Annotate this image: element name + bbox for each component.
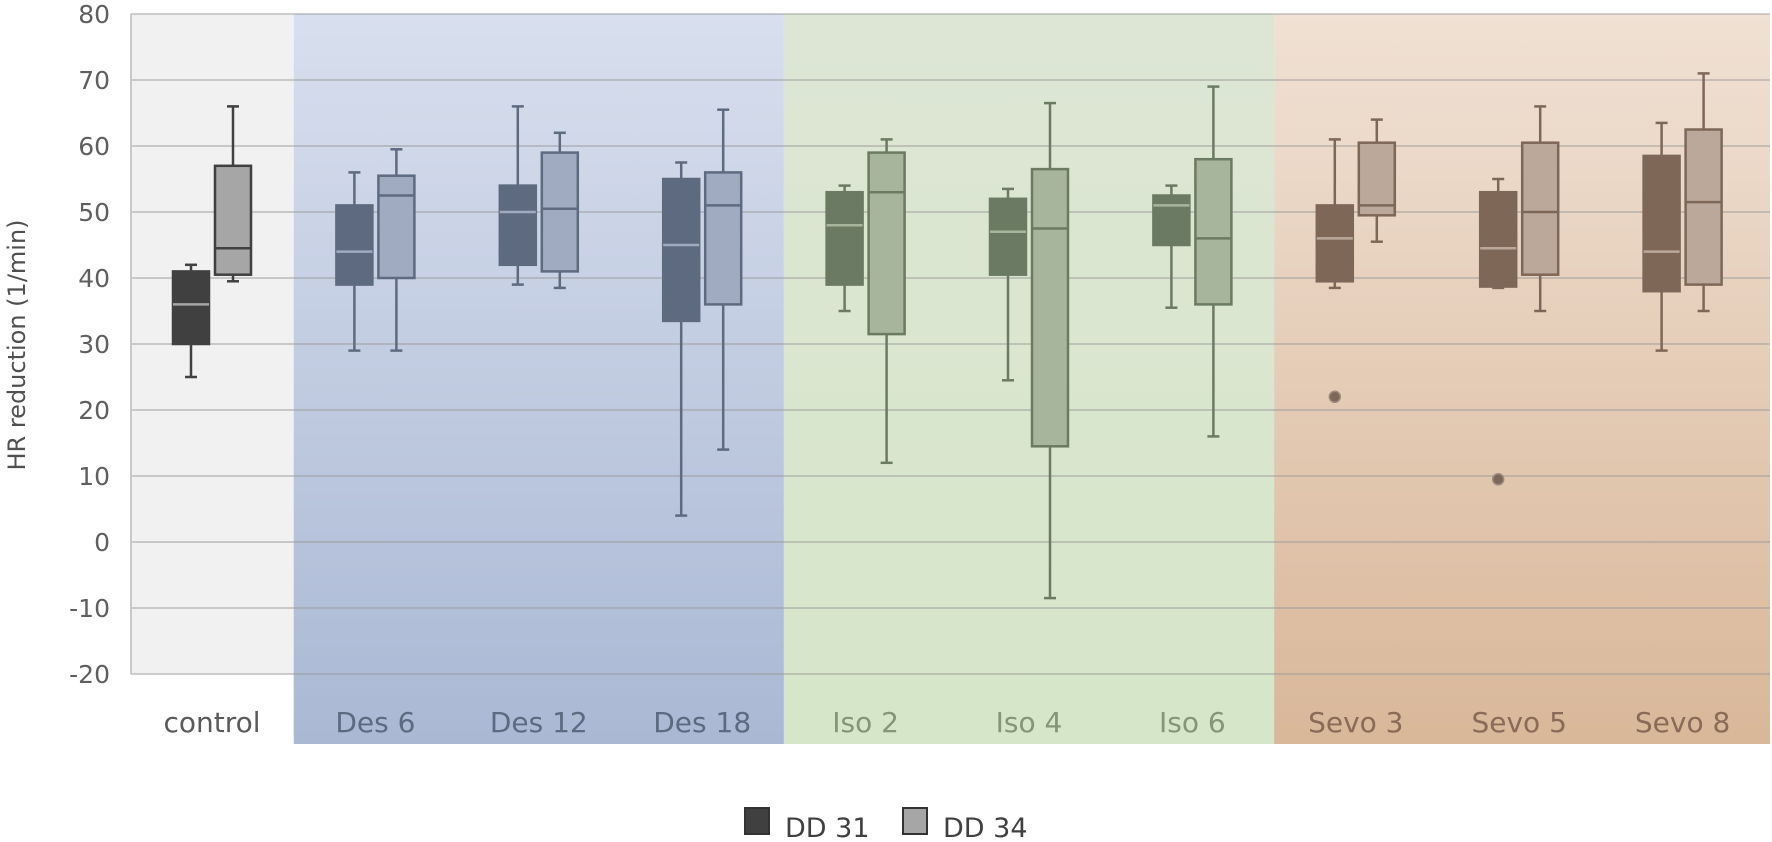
- x-tick-label: Sevo 3: [1308, 706, 1403, 739]
- iqr-box: [1315, 204, 1355, 283]
- iqr-box: [377, 174, 416, 280]
- y-tick-label: 40: [78, 264, 110, 293]
- y-tick-label: 80: [78, 0, 110, 29]
- y-tick-label: 60: [78, 132, 110, 161]
- box-dd31-iso-6: [1152, 184, 1191, 309]
- group-bg-control: [131, 14, 294, 674]
- y-tick-label: -10: [69, 594, 110, 623]
- x-tick-label: Iso 6: [1159, 706, 1226, 739]
- y-tick-label: 20: [78, 396, 110, 425]
- x-tick-label: Des 18: [653, 706, 751, 739]
- iqr-box: [825, 190, 864, 286]
- iqr-box: [1357, 141, 1397, 217]
- y-axis: -20 -10 0 10 20 30 40 50 60 70 80: [69, 0, 132, 689]
- box-dd34-control: [213, 105, 253, 283]
- group-bg-sevo: [1274, 14, 1770, 744]
- box-dd34-des-6: [377, 148, 416, 352]
- box-dd31-des-12: [498, 105, 538, 286]
- box-dd31-iso-2: [825, 184, 864, 313]
- box-dd34-sevo-3: [1357, 118, 1397, 243]
- legend-swatch: [902, 807, 928, 835]
- legend-label: DD 31: [785, 813, 870, 842]
- box-dd34-iso-2: [867, 138, 906, 465]
- iqr-box: [171, 270, 211, 346]
- group-bg-iso: [783, 14, 1275, 744]
- iqr-box: [1684, 128, 1723, 286]
- outlier-point: [1491, 473, 1505, 486]
- box-dd31-iso-4: [988, 187, 1028, 382]
- iqr-box: [213, 164, 253, 276]
- y-axis-title: HR reduction (1/min): [3, 219, 31, 470]
- iqr-box: [661, 177, 701, 323]
- x-tick-label: Des 6: [335, 706, 415, 739]
- iqr-box: [1478, 190, 1518, 288]
- box-dd31-des-18: [661, 161, 701, 517]
- y-tick-label: 50: [78, 198, 110, 227]
- box-dd31-sevo-5: [1478, 177, 1518, 486]
- y-tick-label: -20: [69, 660, 110, 689]
- legend-label: DD 34: [943, 813, 1028, 842]
- box-dd34-des-12: [540, 131, 580, 290]
- group-bg-des: [293, 14, 784, 744]
- iqr-box: [498, 184, 538, 267]
- iqr-box: [335, 204, 374, 286]
- iqr-box: [1642, 154, 1681, 293]
- iqr-box: [540, 151, 580, 273]
- box-dd31-control: [171, 263, 211, 379]
- iqr-box: [1520, 141, 1560, 276]
- iqr-box: [1030, 167, 1070, 448]
- box-dd34-des-18: [703, 108, 743, 451]
- y-tick-label: 70: [78, 66, 110, 95]
- iqr-box: [1194, 157, 1233, 306]
- y-tick-label: 10: [78, 462, 110, 491]
- outlier-point: [1328, 390, 1342, 404]
- x-tick-label: Iso 4: [996, 706, 1063, 739]
- y-tick-label: 0: [94, 528, 110, 557]
- x-tick-label: Iso 2: [832, 706, 899, 739]
- iqr-box: [988, 197, 1028, 276]
- x-tick-label: Sevo 8: [1635, 706, 1730, 739]
- box-dd34-iso-4: [1030, 101, 1070, 600]
- legend-item-dd31: DD 31: [744, 807, 870, 842]
- x-tick-label: Sevo 5: [1471, 706, 1566, 739]
- group-backgrounds: [131, 14, 1770, 744]
- legend-swatch: [744, 807, 770, 835]
- legend-item-dd34: DD 34: [902, 807, 1028, 842]
- y-tick-label: 30: [78, 330, 110, 359]
- x-tick-label: Des 12: [490, 706, 588, 739]
- box-dd34-sevo-5: [1520, 105, 1560, 313]
- box-dd31-des-6: [335, 171, 374, 352]
- x-tick-label: control: [163, 706, 260, 739]
- box-dd34-iso-6: [1194, 85, 1233, 438]
- iqr-box: [703, 171, 743, 306]
- boxes: [171, 72, 1723, 600]
- legend: DD 31 DD 34: [744, 807, 1028, 842]
- iqr-box: [1152, 194, 1191, 247]
- box-dd34-sevo-8: [1684, 72, 1723, 313]
- x-axis-labels: control Des 6 Des 12 Des 18 Iso 2 Iso 4 Iso 6 S…: [163, 706, 1730, 739]
- box-dd31-sevo-8: [1642, 121, 1681, 352]
- box-dd31-sevo-3: [1315, 138, 1355, 404]
- iqr-box: [867, 151, 906, 336]
